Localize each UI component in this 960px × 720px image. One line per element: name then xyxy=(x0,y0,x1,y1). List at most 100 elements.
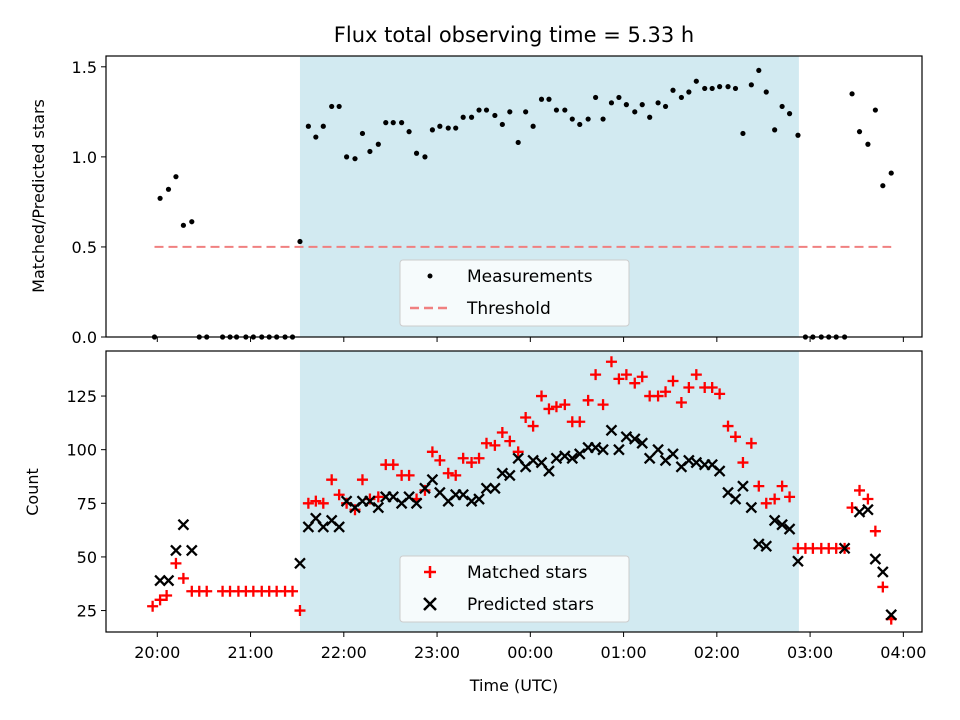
matched-star-point xyxy=(737,457,749,469)
matched-star-point xyxy=(613,373,625,385)
matched-star-point xyxy=(496,427,508,439)
y-tick-label: 1.5 xyxy=(72,58,97,77)
matched-star-point xyxy=(559,399,571,411)
measurement-point xyxy=(616,94,622,101)
predicted-star-point xyxy=(838,542,851,555)
predicted-star-point xyxy=(690,456,703,469)
predicted-star-point xyxy=(364,495,376,507)
matched-star-point xyxy=(722,420,734,432)
matched-star-point xyxy=(636,371,648,383)
matched-star-point xyxy=(605,356,617,368)
measurement-point xyxy=(305,123,311,129)
measurement-point xyxy=(647,114,653,120)
matched-star-point xyxy=(403,469,415,481)
measurement-point xyxy=(429,127,435,133)
measurement-point xyxy=(189,219,195,225)
top-axes-frame xyxy=(105,55,923,338)
top-x-ticks xyxy=(156,337,904,342)
top-marks xyxy=(151,67,894,340)
measurement-point xyxy=(748,82,754,88)
matched-star-point xyxy=(582,394,594,406)
predicted-star-point xyxy=(737,480,749,492)
x-tick-label: 03:00 xyxy=(787,643,833,662)
measurement-point xyxy=(632,109,638,115)
predicted-star-point xyxy=(597,443,609,456)
measurement-point xyxy=(763,89,769,95)
measurement-point xyxy=(717,84,723,90)
predicted-star-point xyxy=(652,443,664,456)
measurement-point xyxy=(453,125,459,131)
measurement-point xyxy=(352,156,358,162)
measurement-point xyxy=(437,123,443,129)
bottom-y-axis: 25 50 75 100 125 xyxy=(66,387,106,621)
measurement-point xyxy=(569,116,575,122)
measurement-point xyxy=(593,94,599,101)
legend-matched-stars: Matched stars xyxy=(467,563,587,583)
matched-star-point xyxy=(690,369,702,381)
measurement-point xyxy=(639,102,645,108)
top-legend-box xyxy=(399,259,630,327)
matched-star-point xyxy=(147,600,159,612)
matched-star-point xyxy=(201,585,213,597)
measurement-point xyxy=(577,121,583,128)
x-axis-label: Time (UTC) xyxy=(469,676,558,695)
measurement-point xyxy=(693,78,699,84)
chart-title: Flux total observing time = 5.33 h xyxy=(334,23,694,47)
measurement-point xyxy=(476,107,482,113)
measurement-point xyxy=(406,129,412,135)
measurement-point xyxy=(359,130,366,137)
matched-star-point xyxy=(302,497,314,509)
predicted-star-point xyxy=(294,557,306,570)
bottom-legend: Matched stars Predicted stars xyxy=(399,555,630,623)
measurement-point xyxy=(709,85,715,92)
measurement-point xyxy=(523,109,529,115)
matched-star-point xyxy=(504,435,516,447)
measurement-point xyxy=(320,123,326,129)
measurement-point xyxy=(786,111,793,117)
measurement-point xyxy=(686,89,692,95)
bottom-marks xyxy=(147,356,898,625)
predicted-star-point xyxy=(527,454,539,467)
measurement-point xyxy=(507,109,513,115)
predicted-star-point xyxy=(729,493,742,505)
measurement-point xyxy=(872,107,878,113)
measurement-point xyxy=(600,116,606,122)
predicted-star-point xyxy=(713,465,726,477)
matched-star-point xyxy=(317,497,329,509)
y-tick-label: 75 xyxy=(77,494,97,513)
measurement-point xyxy=(880,183,886,189)
bottom-legend-box xyxy=(399,555,630,623)
measurement-point xyxy=(344,154,350,160)
bottom-x-axis: 20:00 21:00 22:00 23:00 00:00 01:00 02:00 03:00… xyxy=(134,632,926,662)
predicted-star-point xyxy=(480,482,493,495)
matched-legend-marker xyxy=(424,566,436,578)
x-tick-label: 21:00 xyxy=(227,643,273,662)
predicted-star-point xyxy=(170,544,182,557)
legend-predicted-stars: Predicted stars xyxy=(467,595,594,615)
measurement-point xyxy=(856,129,863,135)
predicted-star-point xyxy=(783,523,796,535)
measurement-point xyxy=(538,96,545,102)
measurement-point xyxy=(702,85,708,92)
measurement-point xyxy=(562,107,568,113)
predicted-star-point xyxy=(457,488,469,501)
matched-star-point xyxy=(473,452,485,464)
predicted-star-point xyxy=(566,452,579,465)
top-panel: Measurements Threshold 0.0 0.5 1.0 1.5 Matc… xyxy=(29,55,923,347)
measurement-point xyxy=(795,132,801,138)
measurement-point xyxy=(157,195,163,201)
matched-star-point xyxy=(745,437,757,449)
top-y-axis: 0.0 0.5 1.0 1.5 xyxy=(72,58,106,347)
matched-star-point xyxy=(760,497,772,509)
measurement-point xyxy=(585,116,591,122)
x-tick-label: 02:00 xyxy=(694,643,740,662)
x-tick-label: 20:00 xyxy=(134,643,180,662)
measurement-point xyxy=(468,114,475,120)
predicted-star-point xyxy=(177,518,190,531)
measurement-point xyxy=(670,87,676,93)
matched-star-point xyxy=(326,474,338,486)
matched-star-point xyxy=(177,572,189,584)
matched-star-point xyxy=(170,557,182,569)
measurement-point xyxy=(772,127,778,133)
bottom-y-axis-label: Count xyxy=(23,468,42,516)
